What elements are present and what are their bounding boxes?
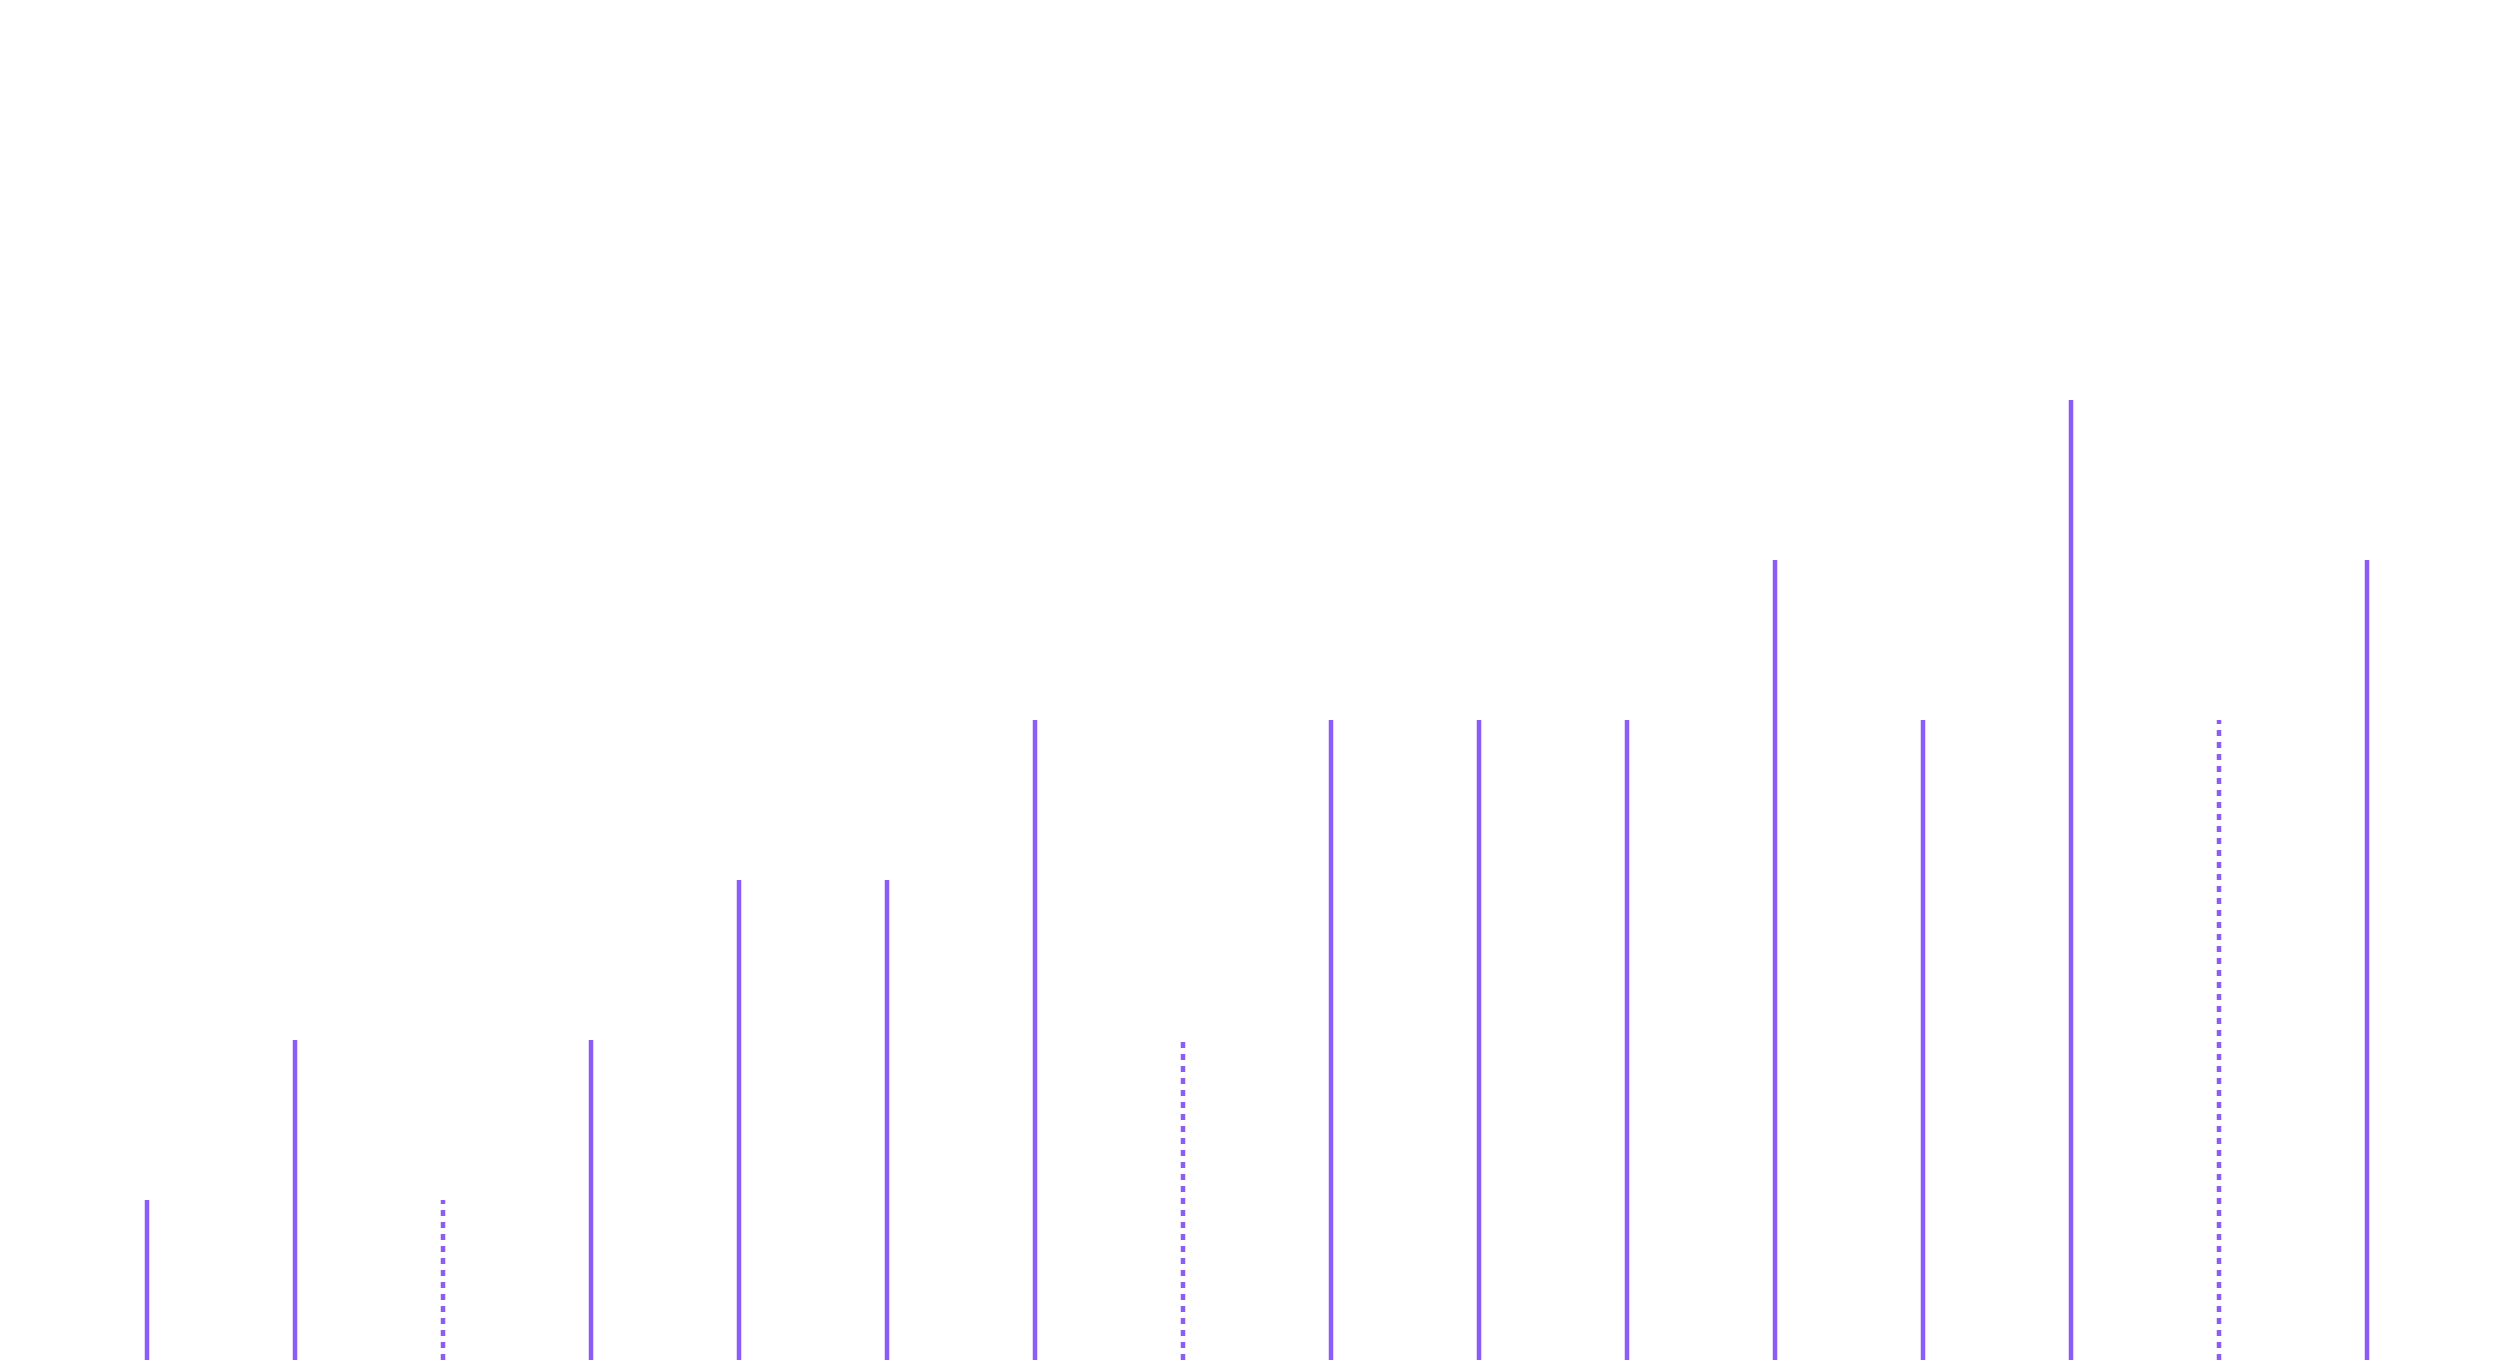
chart	[144, 400, 2370, 1360]
lines-chart	[144, 400, 2370, 1360]
